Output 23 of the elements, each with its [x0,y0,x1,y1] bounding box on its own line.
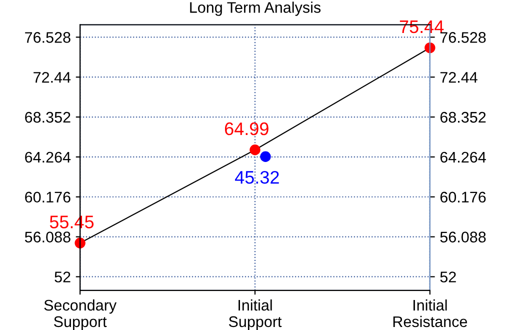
point [74,238,86,248]
point [424,42,436,54]
y2-tick-label: 68.352 [440,112,486,123]
annotation: 45.32 [234,170,279,184]
y2-tick-label: 76.528 [440,32,486,43]
x-tick-label: Initial Resistance [393,299,468,328]
y-tick-label: 60.176 [25,192,70,203]
y-tick-label: 52 [54,272,70,282]
y-tick-label: 76.528 [25,32,70,43]
y2-tick-label: 72.44 [440,72,478,83]
y2-tick-label: 56.088 [440,232,486,242]
y-tick-label: 72.44 [34,72,71,83]
y-tick-label: 68.352 [25,112,70,123]
chart-title: Long Term Analysis [190,2,321,16]
data-label: 64.99 [224,122,268,136]
point [250,144,260,156]
y2-tick-label: 60.176 [440,192,486,203]
y2-tick-label: 64.264 [440,152,486,163]
x-tick-label: Secondary Support [44,299,117,330]
y-tick-label: 64.264 [25,152,71,163]
x-tick-label: Initial Support [228,299,282,330]
y2-tick-label: 52 [440,272,456,282]
y-tick-label: 56.088 [24,232,70,242]
